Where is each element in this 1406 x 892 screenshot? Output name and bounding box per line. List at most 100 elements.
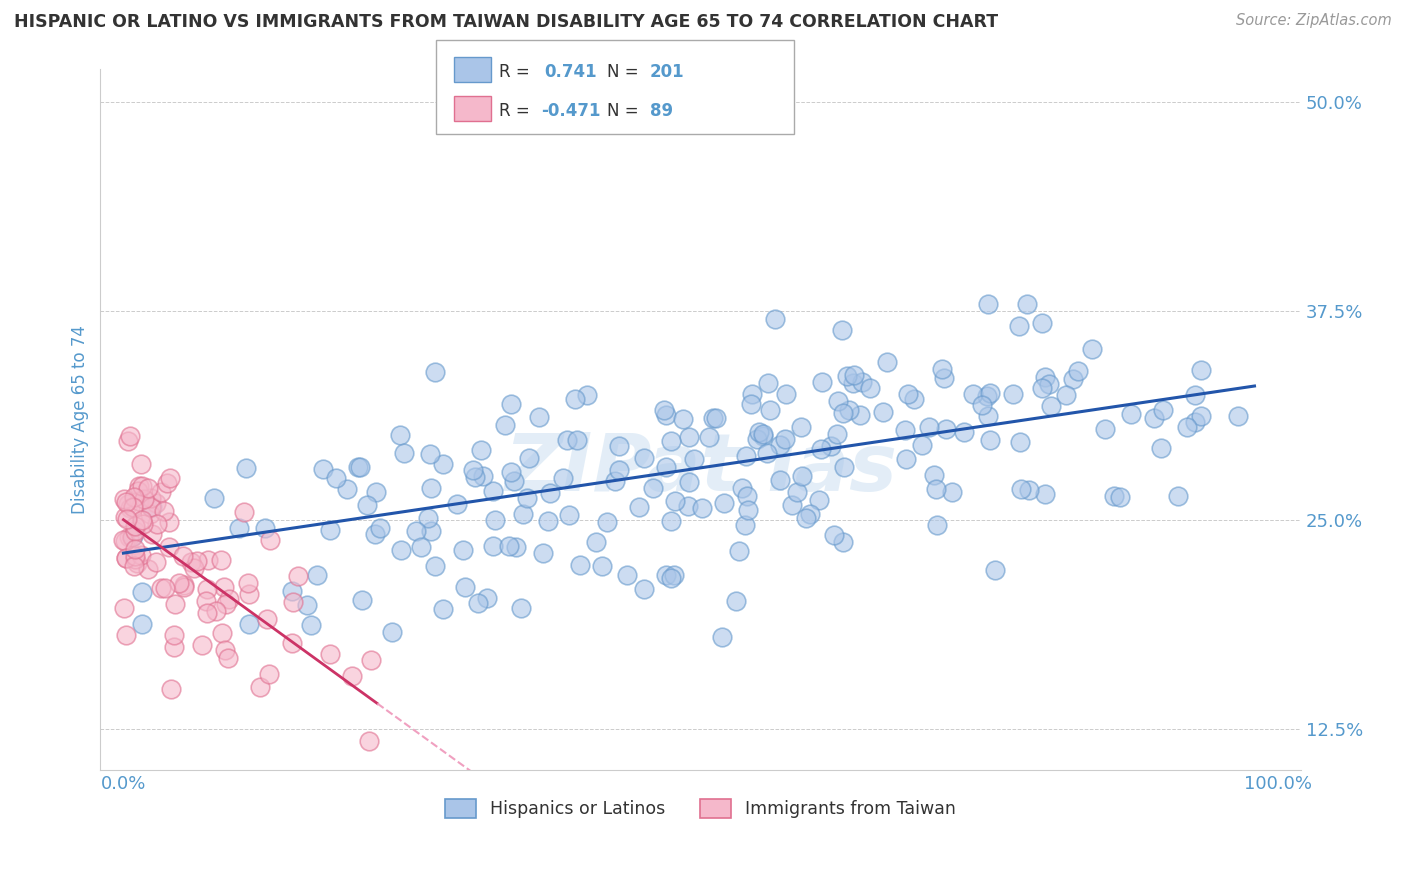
Point xyxy=(616,567,638,582)
Point xyxy=(672,411,695,425)
Point xyxy=(527,409,550,424)
Point xyxy=(786,485,808,500)
Point xyxy=(697,430,720,444)
Point xyxy=(763,312,786,326)
Point xyxy=(1015,297,1038,311)
Point xyxy=(197,553,219,567)
Point xyxy=(350,593,373,607)
Point xyxy=(792,469,814,483)
Point xyxy=(769,473,792,487)
Point xyxy=(1189,409,1212,423)
Point xyxy=(432,601,454,615)
Point xyxy=(389,543,412,558)
Point xyxy=(451,542,474,557)
Point xyxy=(725,594,748,608)
Point xyxy=(1010,435,1032,450)
Point xyxy=(692,500,714,515)
Point xyxy=(1094,422,1116,436)
Point xyxy=(118,500,141,515)
Point xyxy=(1040,399,1063,413)
Point xyxy=(115,511,138,525)
Point xyxy=(1031,316,1053,330)
Point xyxy=(360,653,382,667)
Point xyxy=(838,402,860,417)
Point xyxy=(1031,381,1053,395)
Point xyxy=(731,481,754,495)
Point xyxy=(832,535,855,549)
Point xyxy=(893,423,915,437)
Point xyxy=(848,408,870,422)
Point xyxy=(236,576,259,591)
Point xyxy=(312,462,335,476)
Point xyxy=(186,554,208,568)
Point xyxy=(112,533,135,547)
Point xyxy=(419,524,441,538)
Point xyxy=(235,461,257,475)
Point xyxy=(537,514,560,528)
Point xyxy=(128,479,150,493)
Point xyxy=(257,667,280,681)
Point xyxy=(356,498,378,512)
Point xyxy=(214,598,236,612)
Point xyxy=(984,563,1007,577)
Point xyxy=(1080,342,1102,356)
Point xyxy=(124,551,146,566)
Text: 89: 89 xyxy=(650,102,672,120)
Point xyxy=(155,476,177,491)
Point xyxy=(131,513,153,527)
Point xyxy=(654,402,676,417)
Point xyxy=(202,491,225,505)
Point xyxy=(122,500,145,514)
Point xyxy=(112,491,135,506)
Point xyxy=(735,489,758,503)
Point xyxy=(935,422,957,436)
Point xyxy=(347,459,370,474)
Point xyxy=(381,625,404,640)
Point xyxy=(1150,441,1173,455)
Point xyxy=(159,471,181,485)
Point xyxy=(1008,318,1031,333)
Text: R =: R = xyxy=(499,62,536,80)
Point xyxy=(131,517,153,532)
Point xyxy=(470,443,492,458)
Point xyxy=(325,471,347,485)
Legend: Hispanics or Latinos, Immigrants from Taiwan: Hispanics or Latinos, Immigrants from Ta… xyxy=(439,792,963,825)
Point xyxy=(136,562,159,576)
Point xyxy=(769,437,792,451)
Point xyxy=(911,438,934,452)
Point xyxy=(120,429,142,443)
Point xyxy=(1184,415,1206,429)
Point xyxy=(115,494,138,508)
Point xyxy=(512,507,534,521)
Point xyxy=(238,587,260,601)
Point xyxy=(163,628,186,642)
Point xyxy=(342,669,364,683)
Point xyxy=(180,555,202,569)
Point xyxy=(737,503,759,517)
Point xyxy=(499,397,522,411)
Point xyxy=(405,524,427,538)
Point xyxy=(191,638,214,652)
Point xyxy=(165,598,187,612)
Point xyxy=(1066,364,1088,378)
Text: R =: R = xyxy=(499,102,536,120)
Point xyxy=(831,406,853,420)
Point xyxy=(918,419,941,434)
Point xyxy=(962,387,984,401)
Point xyxy=(167,575,190,590)
Point xyxy=(1018,483,1040,497)
Text: 201: 201 xyxy=(650,62,685,80)
Point xyxy=(129,457,152,471)
Point xyxy=(1152,403,1174,417)
Point xyxy=(128,494,150,508)
Point xyxy=(633,451,655,466)
Point xyxy=(477,591,499,605)
Point xyxy=(467,596,489,610)
Point xyxy=(349,460,371,475)
Point xyxy=(336,483,359,497)
Point xyxy=(218,592,240,607)
Point xyxy=(842,368,865,382)
Point xyxy=(482,484,505,499)
Point xyxy=(567,433,589,447)
Text: ZIPat las: ZIPat las xyxy=(503,430,897,508)
